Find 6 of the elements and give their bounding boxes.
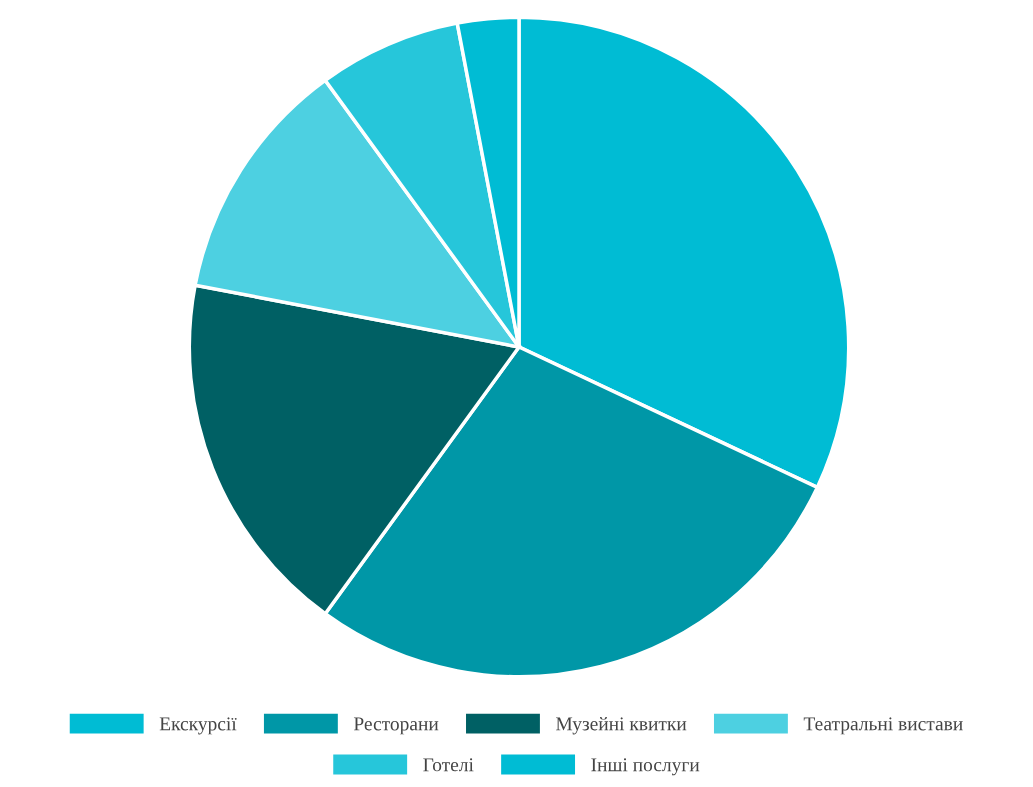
legend-label: Екскурсії	[159, 717, 237, 735]
legend-label: Ресторани	[353, 717, 439, 735]
legend-label: Музейні квитки	[556, 716, 687, 735]
legend-label: Готелі	[423, 758, 474, 772]
legend-label: Театральні вистави	[803, 717, 963, 735]
legend-label: Інші послуги	[591, 758, 700, 776]
